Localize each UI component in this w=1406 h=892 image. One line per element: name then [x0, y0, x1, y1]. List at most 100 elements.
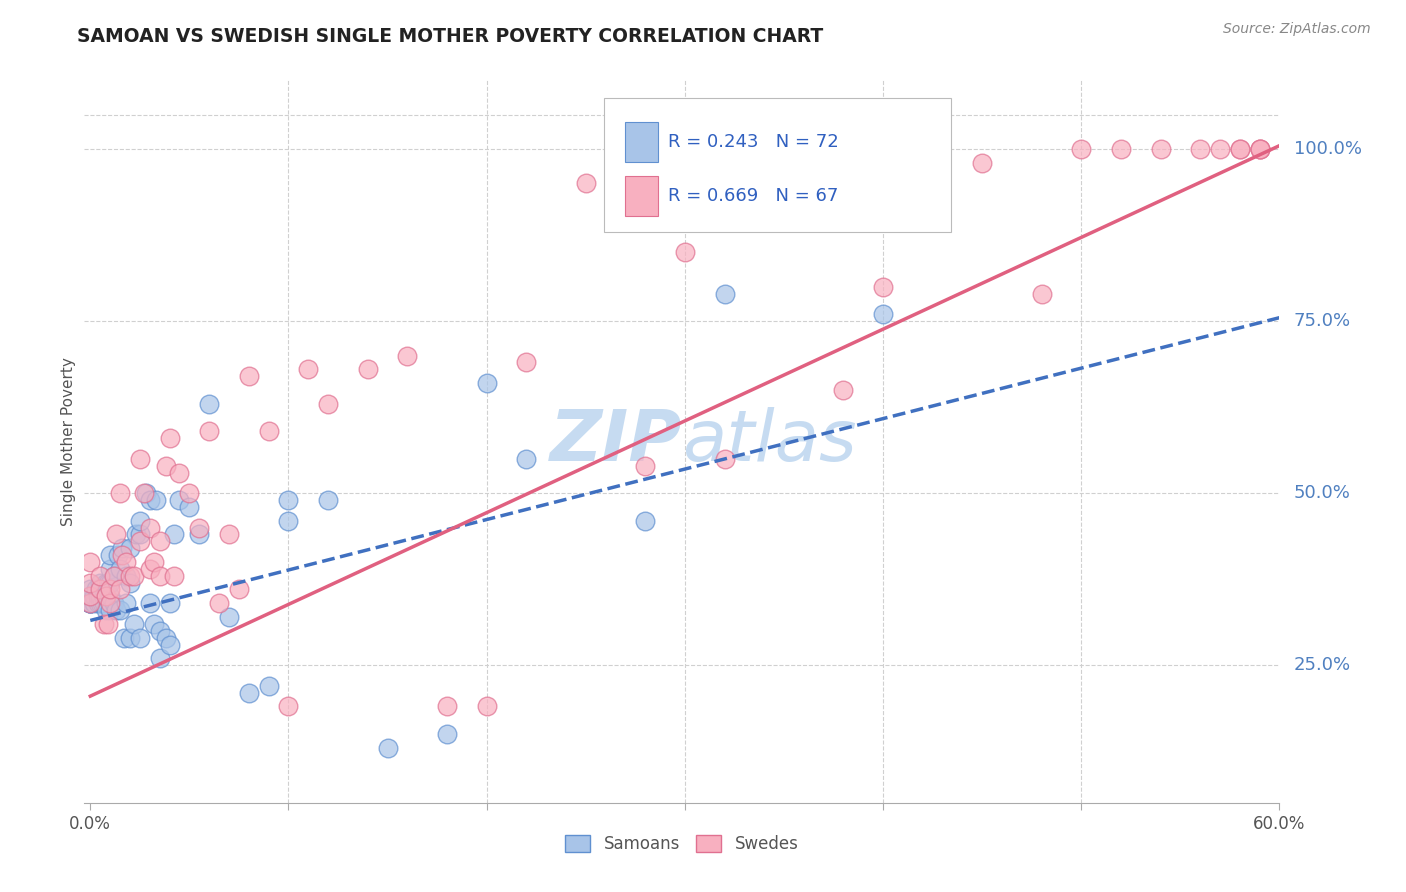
Point	[872, 279, 894, 293]
Y-axis label: Single Mother Poverty: Single Mother Poverty	[60, 357, 76, 526]
Point	[79, 582, 101, 597]
Point	[277, 493, 299, 508]
Point	[396, 349, 419, 363]
Point	[575, 177, 598, 191]
Point	[108, 562, 131, 576]
FancyBboxPatch shape	[605, 98, 950, 232]
Point	[128, 631, 150, 645]
Point	[98, 582, 121, 597]
Point	[316, 397, 339, 411]
Point	[139, 562, 162, 576]
Point	[1070, 142, 1092, 156]
FancyBboxPatch shape	[624, 122, 658, 161]
Point	[149, 624, 172, 638]
Point	[84, 582, 107, 597]
FancyBboxPatch shape	[624, 176, 658, 216]
Point	[122, 568, 145, 582]
Point	[89, 568, 111, 582]
Point	[257, 424, 280, 438]
Point	[79, 590, 101, 604]
Point	[149, 651, 172, 665]
Point	[1109, 142, 1132, 156]
Point	[149, 534, 172, 549]
Point	[911, 142, 934, 156]
Point	[91, 596, 114, 610]
Point	[93, 596, 115, 610]
Point	[1249, 142, 1271, 156]
Point	[297, 362, 319, 376]
Point	[93, 590, 115, 604]
Point	[1229, 142, 1251, 156]
Point	[316, 493, 339, 508]
Point	[87, 590, 110, 604]
Text: Source: ZipAtlas.com: Source: ZipAtlas.com	[1223, 22, 1371, 37]
Point	[128, 451, 150, 466]
Point	[96, 603, 118, 617]
Point	[79, 596, 101, 610]
Point	[188, 527, 211, 541]
Point	[162, 527, 184, 541]
Legend: Samoans, Swedes: Samoans, Swedes	[558, 828, 806, 860]
Point	[475, 699, 498, 714]
Point	[218, 610, 240, 624]
Point	[87, 596, 110, 610]
Point	[96, 575, 118, 590]
Point	[238, 369, 260, 384]
Point	[1149, 142, 1171, 156]
Point	[277, 699, 299, 714]
Point	[97, 616, 120, 631]
Point	[162, 568, 184, 582]
Point	[79, 596, 101, 610]
Point	[872, 307, 894, 321]
Point	[118, 631, 141, 645]
Point	[149, 568, 172, 582]
Point	[1249, 142, 1271, 156]
Point	[145, 493, 167, 508]
Point	[112, 631, 135, 645]
Point	[673, 245, 696, 260]
Point	[713, 286, 735, 301]
Point	[98, 596, 121, 610]
Point	[103, 568, 125, 582]
Text: R = 0.669   N = 67: R = 0.669 N = 67	[668, 187, 838, 205]
Point	[79, 596, 101, 610]
Text: 100.0%: 100.0%	[1294, 140, 1362, 158]
Point	[832, 383, 855, 397]
Point	[357, 362, 380, 376]
Point	[142, 616, 165, 631]
Point	[1031, 286, 1053, 301]
Point	[155, 631, 177, 645]
Point	[115, 596, 138, 610]
Point	[89, 596, 111, 610]
Point	[139, 596, 162, 610]
Point	[79, 575, 101, 590]
Point	[89, 575, 111, 590]
Point	[634, 458, 657, 473]
Point	[83, 596, 105, 610]
Text: 75.0%: 75.0%	[1294, 312, 1351, 330]
Text: SAMOAN VS SWEDISH SINGLE MOTHER POVERTY CORRELATION CHART: SAMOAN VS SWEDISH SINGLE MOTHER POVERTY …	[77, 27, 824, 45]
Point	[111, 541, 134, 556]
Point	[105, 603, 128, 617]
Point	[108, 603, 131, 617]
Point	[97, 575, 120, 590]
Point	[218, 527, 240, 541]
Point	[169, 466, 191, 480]
Point	[79, 596, 101, 610]
Point	[228, 582, 250, 597]
Point	[1189, 142, 1212, 156]
Point	[96, 590, 118, 604]
Point	[115, 555, 138, 569]
Point	[128, 514, 150, 528]
Point	[257, 679, 280, 693]
Point	[118, 568, 141, 582]
Point	[93, 616, 115, 631]
Point	[179, 500, 201, 514]
Point	[713, 451, 735, 466]
Point	[972, 156, 994, 170]
Point	[103, 596, 125, 610]
Text: atlas: atlas	[682, 407, 856, 476]
Point	[135, 486, 157, 500]
Point	[108, 486, 131, 500]
Point	[118, 541, 141, 556]
